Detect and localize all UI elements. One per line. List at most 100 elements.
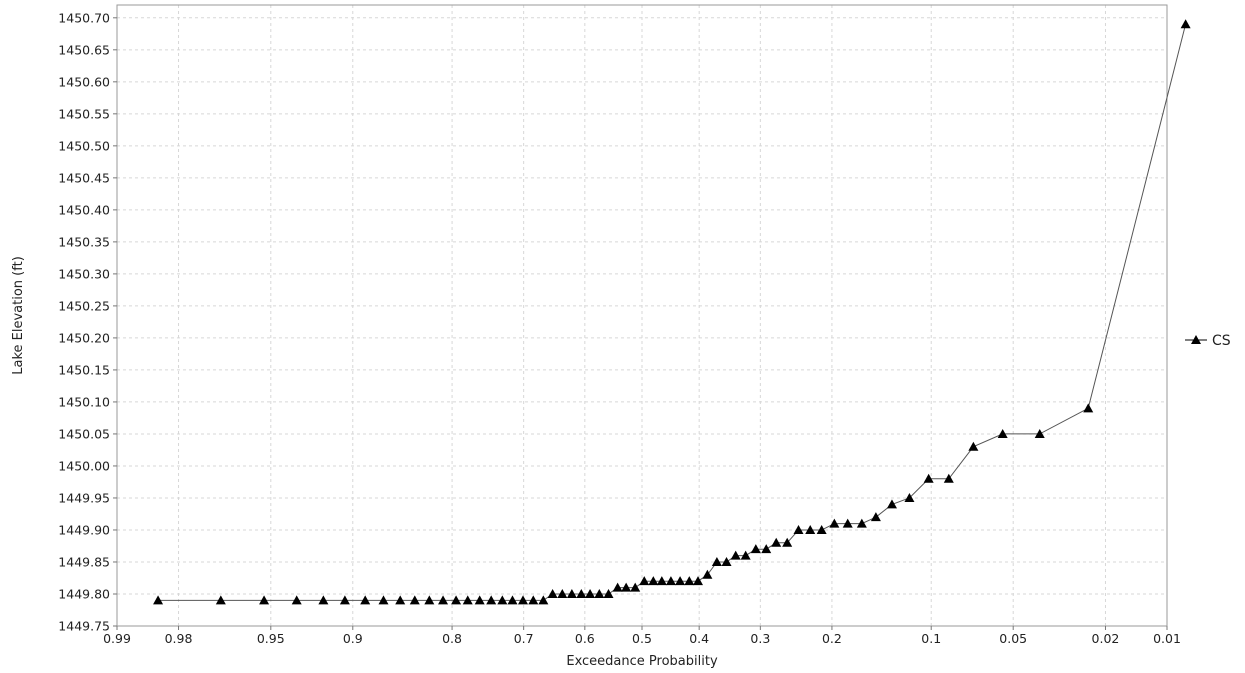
data-point	[395, 595, 406, 605]
data-point	[576, 588, 587, 598]
y-tick-label: 1450.70	[58, 10, 110, 25]
data-point	[805, 524, 816, 534]
y-tick-label: 1449.75	[58, 619, 110, 634]
y-tick-label: 1449.80	[58, 586, 110, 601]
x-tick-label: 0.5	[632, 631, 652, 646]
data-point	[497, 595, 508, 605]
data-point	[339, 595, 350, 605]
data-point	[594, 588, 605, 598]
data-point	[968, 441, 979, 451]
data-point	[1180, 19, 1191, 29]
x-tick-label: 0.7	[514, 631, 534, 646]
data-point	[711, 556, 722, 566]
data-point	[566, 588, 577, 598]
data-point	[816, 524, 827, 534]
data-point	[621, 582, 632, 592]
x-tick-label: 0.01	[1153, 631, 1181, 646]
x-tick-label: 0.05	[999, 631, 1027, 646]
data-point	[585, 588, 596, 598]
y-tick-label: 1450.45	[58, 170, 110, 185]
legend: CS	[1185, 333, 1231, 349]
data-point	[870, 512, 881, 522]
data-point	[438, 595, 449, 605]
x-tick-label: 0.8	[442, 631, 462, 646]
data-point	[1034, 428, 1045, 438]
data-point	[1083, 403, 1094, 413]
data-point	[360, 595, 371, 605]
data-point	[378, 595, 389, 605]
data-point	[612, 582, 623, 592]
x-tick-label: 0.4	[689, 631, 709, 646]
data-point	[215, 595, 226, 605]
data-point	[702, 569, 713, 579]
data-point	[856, 518, 867, 528]
data-point	[451, 595, 462, 605]
data-point	[259, 595, 270, 605]
x-tick-label: 0.98	[165, 631, 193, 646]
legend-label-cs: CS	[1212, 333, 1231, 349]
data-point	[291, 595, 302, 605]
y-tick-label: 1450.20	[58, 330, 110, 345]
data-point	[997, 428, 1008, 438]
data-point	[648, 576, 659, 586]
y-tick-label: 1450.05	[58, 426, 110, 441]
x-tick-label: 0.6	[575, 631, 595, 646]
data-point	[462, 595, 473, 605]
x-tick-label: 0.1	[921, 631, 941, 646]
data-point	[782, 537, 793, 547]
data-point	[693, 576, 704, 586]
data-point	[538, 595, 549, 605]
y-tick-label: 1450.15	[58, 362, 110, 377]
data-point	[409, 595, 420, 605]
y-tick-label: 1450.65	[58, 42, 110, 57]
plot-area	[116, 4, 1168, 627]
y-tick-label: 1450.60	[58, 74, 110, 89]
y-axis-title: Lake Elevation (ft)	[11, 256, 26, 375]
data-point	[675, 576, 686, 586]
y-axis: 1449.75 1449.80 1449.85 1449.90 1449.95 1450.…	[58, 10, 117, 634]
y-tick-label: 1449.90	[58, 522, 110, 537]
data-point	[639, 576, 650, 586]
data-point	[528, 595, 539, 605]
x-tick-label: 0.99	[103, 631, 131, 646]
data-point	[730, 550, 741, 560]
data-point	[603, 588, 614, 598]
x-tick-label: 0.02	[1092, 631, 1120, 646]
data-point	[771, 537, 782, 547]
data-point	[486, 595, 497, 605]
y-tick-label: 1450.35	[58, 234, 110, 249]
x-axis: 0.99 0.98 0.95 0.9 0.8 0.7 0.6 0.5 0.4 0.3 0.2 0.1 0…	[103, 626, 1181, 646]
y-tick-label: 1450.55	[58, 106, 110, 121]
data-point	[153, 595, 164, 605]
y-tick-label: 1450.00	[58, 458, 110, 473]
data-point	[842, 518, 853, 528]
data-point	[923, 473, 934, 483]
data-point	[740, 550, 751, 560]
data-point	[630, 582, 641, 592]
data-point	[656, 576, 667, 586]
x-tick-label: 0.3	[750, 631, 770, 646]
data-point	[665, 576, 676, 586]
y-tick-label: 1450.25	[58, 298, 110, 313]
data-point	[318, 595, 329, 605]
y-tick-label: 1449.85	[58, 554, 110, 569]
y-tick-label: 1450.30	[58, 266, 110, 281]
data-point	[761, 544, 772, 554]
data-point	[684, 576, 695, 586]
data-point	[943, 473, 954, 483]
data-point	[886, 499, 897, 509]
data-point	[793, 524, 804, 534]
y-tick-label: 1449.95	[58, 490, 110, 505]
data-point	[547, 588, 558, 598]
data-point	[904, 492, 915, 502]
series-line-cs	[158, 24, 1187, 601]
y-tick-label: 1450.10	[58, 394, 110, 409]
data-point	[424, 595, 435, 605]
data-point	[829, 518, 840, 528]
y-tick-label: 1450.40	[58, 202, 110, 217]
data-point	[750, 544, 761, 554]
data-point	[721, 556, 732, 566]
gridlines	[116, 5, 1168, 627]
data-point	[518, 595, 529, 605]
